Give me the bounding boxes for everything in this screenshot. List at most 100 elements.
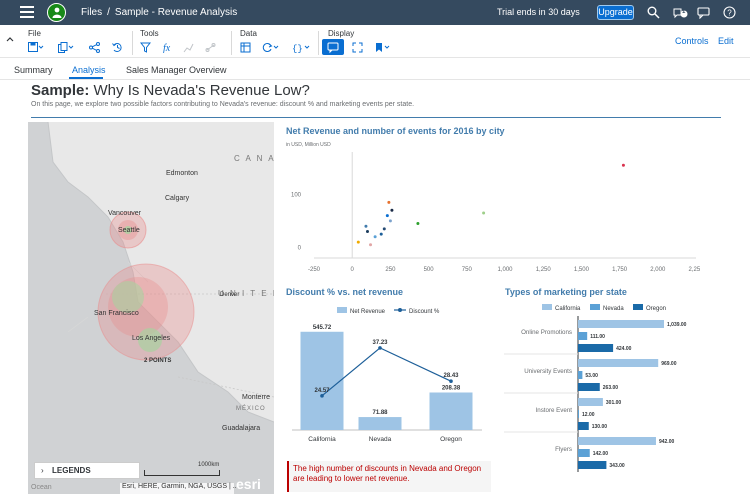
marketing-bar: [578, 398, 603, 406]
toolbar-separator: [318, 31, 319, 55]
tab-sales-manager-overview[interactable]: Sales Manager Overview: [126, 65, 227, 75]
marketing-bar: [578, 449, 590, 457]
marketing-bar: [578, 437, 656, 445]
refresh-icon[interactable]: [262, 42, 279, 53]
avatar[interactable]: [47, 3, 66, 22]
notification-count: 1: [682, 9, 686, 15]
toolbar-separator: [132, 31, 133, 55]
discount-bar: [358, 417, 402, 430]
marketing-bar-label: 130.00: [592, 424, 608, 430]
marketing-bar-label: 1,039.00: [667, 322, 687, 328]
filter-icon[interactable]: [140, 42, 151, 53]
map-label-denver: Denver: [220, 292, 240, 298]
scatter-x-tick: 1,000: [497, 267, 513, 273]
scatter-point: [385, 214, 389, 218]
menu-icon[interactable]: [20, 6, 34, 18]
map-ocean-label: Ocean: [31, 484, 52, 491]
marketing-bar: [578, 359, 659, 367]
geo-map[interactable]: Edmonton C A N A D Calgary Vancouver Sea…: [28, 122, 274, 494]
edit-button[interactable]: Edit: [718, 36, 734, 46]
copy-icon[interactable]: [58, 42, 74, 53]
script-icon[interactable]: {}: [292, 42, 310, 53]
marketing-legend-swatch: [590, 304, 600, 310]
scatter-point: [379, 232, 383, 236]
discount-chart[interactable]: Net Revenue Discount % 545.72 California 7…: [282, 302, 492, 452]
discount-line-point: [320, 394, 324, 398]
search-icon[interactable]: [647, 6, 660, 19]
marketing-bar: [578, 371, 583, 379]
marketing-legend-label: Oregon: [646, 306, 666, 312]
map-label-san-francisco: San Francisco: [94, 310, 139, 317]
insight-note: The high number of discounts in Nevada a…: [287, 461, 491, 492]
scatter-y-tick: 100: [291, 192, 302, 198]
scatter-x-tick: 2,250: [688, 267, 700, 273]
map-label-seattle: Seattle: [118, 227, 140, 234]
story-page: Sample: Why Is Nevada's Revenue Low? On …: [0, 80, 750, 494]
breadcrumb-story: Sample - Revenue Analysis: [114, 7, 238, 18]
fullscreen-icon[interactable]: [352, 42, 363, 53]
chart-disabled-icon: [183, 42, 194, 53]
toolbar-separator: [231, 31, 232, 55]
save-icon[interactable]: [28, 42, 44, 53]
tab-summary[interactable]: Summary: [14, 65, 53, 75]
scatter-chart[interactable]: -250 0 250 500 750 1,000 1,250 1,500 1,750 2,000 2…: [280, 148, 700, 278]
map-label-points: 2 POINTS: [144, 358, 172, 364]
map-label-united-states: U N I T E D S: [218, 289, 274, 298]
map-scale-label: 1000km: [198, 462, 220, 468]
svg-text:{}: {}: [292, 44, 303, 53]
marketing-title: Types of marketing per state: [505, 287, 627, 297]
link-disabled-icon: [205, 42, 216, 53]
upgrade-button[interactable]: Upgrade: [597, 5, 634, 20]
map-legends-label: LEGENDS: [52, 466, 91, 475]
discount-line-point: [449, 379, 453, 384]
marketing-legend-label: California: [555, 306, 581, 312]
scatter-point: [373, 235, 377, 239]
marketing-bar-label: 111.00: [590, 334, 605, 340]
svg-text:?: ?: [727, 9, 732, 18]
scatter-x-tick: 1,750: [612, 267, 628, 273]
notifications-icon[interactable]: 1: [673, 6, 688, 19]
scatter-x-tick: 750: [462, 267, 473, 273]
trial-text: Trial ends in 30 days: [497, 7, 580, 17]
marketing-legend-swatch: [542, 304, 552, 310]
esri-logo: esri: [236, 476, 261, 492]
map-label-monterrey: Monterre: [242, 394, 271, 401]
bookmark-icon[interactable]: [375, 42, 390, 53]
marketing-bar: [578, 410, 579, 418]
discount-category-label: Nevada: [369, 436, 392, 443]
marketing-bar: [578, 320, 664, 328]
scatter-x-tick: 500: [424, 267, 435, 273]
breadcrumb-files[interactable]: Files: [81, 7, 103, 18]
collapse-toolbar-icon[interactable]: [6, 29, 14, 42]
scatter-point: [621, 163, 625, 167]
marketing-bar-label: 301.00: [606, 400, 622, 406]
marketing-chart[interactable]: California Nevada Oregon Online Promotions 1…: [500, 300, 740, 472]
toolbar-group-tools: Tools: [140, 29, 159, 38]
history-icon[interactable]: [112, 42, 123, 53]
scatter-point: [382, 227, 386, 231]
page-title-rest: Why Is Nevada's Revenue Low?: [89, 82, 310, 99]
tab-analysis[interactable]: Analysis: [72, 65, 106, 75]
scatter-x-tick: -250: [308, 267, 321, 273]
comment-mode-button[interactable]: [322, 39, 344, 55]
scatter-x-tick: 1,250: [536, 267, 552, 273]
formula-icon[interactable]: fx: [162, 42, 173, 53]
map-legends-button[interactable]: › LEGENDS: [34, 462, 140, 479]
share-icon[interactable]: [89, 42, 100, 53]
toolbar-group-display: Display: [328, 29, 355, 38]
data-source-icon[interactable]: [240, 42, 251, 53]
controls-button[interactable]: Controls: [675, 36, 709, 46]
marketing-legend-label: Nevada: [603, 306, 624, 312]
marketing-bar: [578, 332, 588, 340]
page-tabs: Summary Analysis Sales Manager Overview: [0, 58, 750, 80]
help-icon[interactable]: ?: [723, 6, 736, 19]
breadcrumb-separator: /: [107, 7, 110, 18]
feedback-icon[interactable]: [697, 6, 710, 20]
scatter-y-tick: 0: [298, 245, 302, 251]
marketing-bar-label: 53.00: [585, 373, 598, 379]
scatter-point: [387, 200, 391, 204]
marketing-bar: [578, 461, 607, 469]
toolbar-group-data: Data: [240, 29, 257, 38]
marketing-category-label: University Events: [524, 368, 572, 375]
discount-line-point: [378, 346, 382, 350]
